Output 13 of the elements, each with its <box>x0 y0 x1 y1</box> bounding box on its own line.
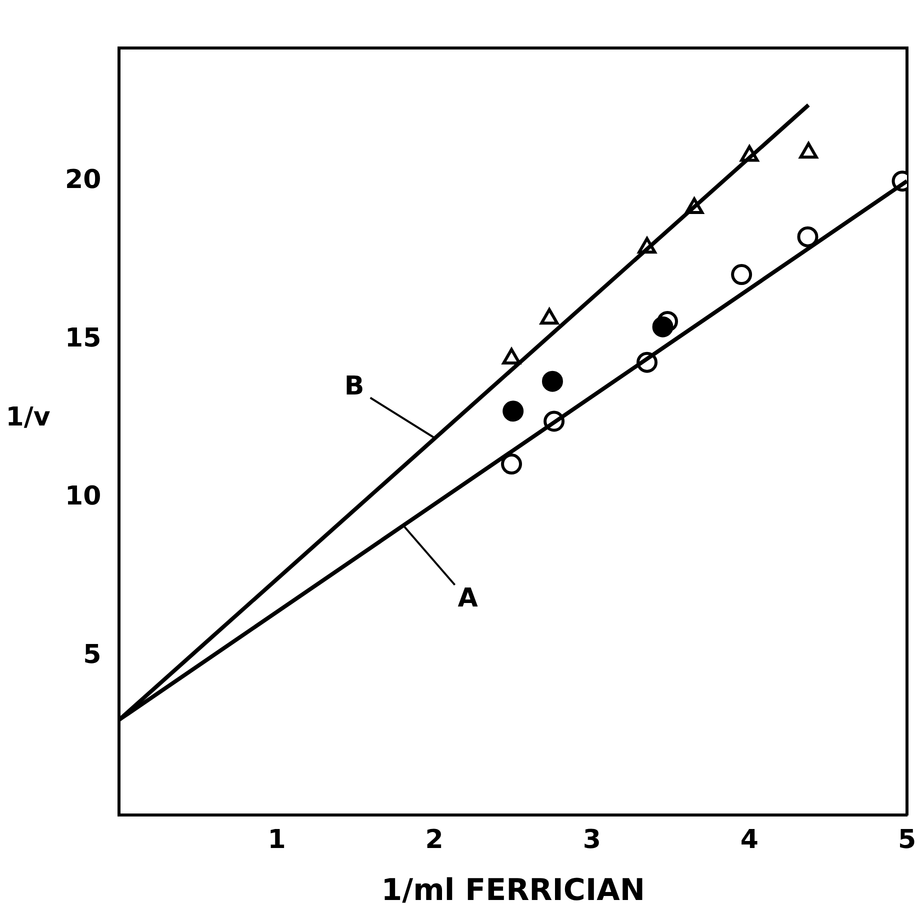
x-axis-title: 1/ml FERRICIAN <box>381 872 645 908</box>
x-tick-label: 2 <box>425 825 444 856</box>
y-axis-title: 1/v <box>6 402 50 432</box>
annotation: B <box>344 371 364 402</box>
annotation: A <box>458 584 478 614</box>
x-tick-label: 3 <box>582 825 601 856</box>
x-tick-label: 1 <box>268 825 286 856</box>
y-tick-label: 15 <box>64 323 102 354</box>
x-tick-label: 4 <box>740 825 758 856</box>
y-tick-label: 10 <box>64 482 102 512</box>
y-tick-label: 5 <box>83 640 102 670</box>
y-tick-label: 20 <box>64 164 102 195</box>
x-tick-label: 5 <box>898 825 916 856</box>
